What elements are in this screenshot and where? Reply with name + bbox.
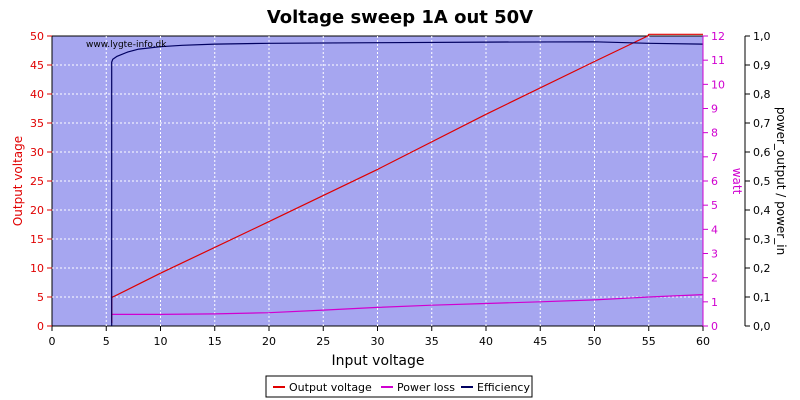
efficiency-tick-label: 0,4 <box>753 204 771 217</box>
left-tick-label: 0 <box>37 320 44 333</box>
x-axis: 0 5 10 15 20 25 30 35 40 45 50 55 60 <box>49 326 710 348</box>
series-output-voltage <box>111 33 703 324</box>
x-tick-label: 50 <box>588 335 602 348</box>
series-power-loss <box>111 294 704 315</box>
left-tick-label: 15 <box>30 233 44 246</box>
x-tick-label: 15 <box>208 335 222 348</box>
efficiency-tick-label: 0,3 <box>753 233 771 246</box>
watt-tick-label: 4 <box>711 223 718 236</box>
efficiency-tick-label: 0,1 <box>753 291 771 304</box>
efficiency-tick-label: 0,9 <box>753 59 771 72</box>
watt-tick-label: 3 <box>711 248 718 261</box>
x-tick-label: 0 <box>49 335 56 348</box>
left-tick-label: 40 <box>30 88 44 101</box>
x-tick-label: 35 <box>425 335 439 348</box>
efficiency-tick-label: 1,0 <box>753 30 771 43</box>
efficiency-tick-label: 0,5 <box>753 175 771 188</box>
watt-tick-label: 11 <box>711 54 725 67</box>
x-tick-label: 5 <box>103 335 110 348</box>
left-tick-label: 5 <box>37 291 44 304</box>
x-tick-label: 40 <box>479 335 493 348</box>
x-tick-label: 60 <box>696 335 710 348</box>
left-tick-label: 35 <box>30 117 44 130</box>
left-tick-label: 50 <box>30 30 44 43</box>
x-tick-label: 30 <box>371 335 385 348</box>
legend-label: Efficiency <box>477 381 530 394</box>
x-axis-title: Input voltage <box>331 353 424 369</box>
left-tick-label: 45 <box>30 59 44 72</box>
legend-item: Output voltage <box>273 381 372 394</box>
legend-item: Efficiency <box>461 381 530 394</box>
watt-tick-label: 10 <box>711 78 725 91</box>
x-tick-label: 20 <box>262 335 276 348</box>
efficiency-tick-label: 0,0 <box>753 320 771 333</box>
watt-tick-label: 5 <box>711 199 718 212</box>
efficiency-axis-title: power_output / power_in <box>774 107 788 255</box>
left-axis-title: Output voltage <box>11 136 25 226</box>
chart-title: Voltage sweep 1A out 50V <box>267 7 533 28</box>
watt-tick-label: 6 <box>711 175 718 188</box>
watt-tick-label: 1 <box>711 296 718 309</box>
efficiency-tick-label: 0,7 <box>753 117 771 130</box>
left-axis: 0 5 10 15 20 25 30 35 40 45 50 <box>30 30 52 333</box>
efficiency-tick-label: 0,6 <box>753 146 771 159</box>
left-tick-label: 30 <box>30 146 44 159</box>
watermark: www.lygte-info.dk <box>86 40 167 50</box>
x-tick-label: 45 <box>533 335 547 348</box>
watt-tick-label: 9 <box>711 103 718 116</box>
series-efficiency <box>111 41 704 326</box>
efficiency-tick-label: 0,8 <box>753 88 771 101</box>
efficiency-axis: 0,0 0,1 0,2 0,3 0,4 0,5 0,6 0,7 0,8 0,9 1,0 <box>744 30 771 333</box>
watt-tick-label: 2 <box>711 272 718 285</box>
legend-label: Power loss <box>397 381 455 394</box>
x-tick-label: 25 <box>316 335 330 348</box>
watt-tick-label: 0 <box>711 320 718 333</box>
legend: Output voltage Power loss Efficiency <box>265 375 533 398</box>
left-tick-label: 25 <box>30 175 44 188</box>
series-layer <box>111 33 704 326</box>
watt-tick-label: 8 <box>711 127 718 140</box>
left-tick-label: 10 <box>30 262 44 275</box>
watt-tick-label: 7 <box>711 151 718 164</box>
efficiency-tick-label: 0,2 <box>753 262 771 275</box>
legend-box <box>265 375 533 398</box>
legend-item: Power loss <box>381 381 455 394</box>
left-tick-label: 20 <box>30 204 44 217</box>
grid-layer <box>52 36 703 326</box>
x-tick-label: 55 <box>642 335 656 348</box>
watt-axis-title: watt <box>730 168 744 195</box>
watt-tick-label: 12 <box>711 30 725 43</box>
legend-label: Output voltage <box>289 381 372 394</box>
x-tick-label: 10 <box>154 335 168 348</box>
